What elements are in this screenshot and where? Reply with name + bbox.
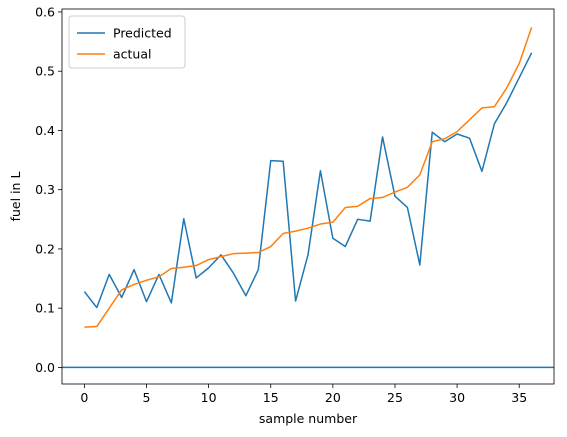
- x-tick-label: 0: [80, 390, 88, 405]
- y-tick-label: 0.4: [35, 123, 55, 138]
- x-tick-label: 5: [143, 390, 151, 405]
- x-tick-label: 25: [387, 390, 403, 405]
- legend-box: [68, 15, 186, 69]
- x-tick-label: 30: [449, 390, 465, 405]
- legend: Predicted actual: [68, 15, 186, 69]
- y-tick-label: 0.6: [35, 4, 55, 19]
- y-axis-label: fuel in L: [8, 172, 23, 222]
- x-tick-label: 20: [325, 390, 341, 405]
- y-tick-label: 0.5: [35, 64, 55, 79]
- axes-frame: [61, 8, 555, 385]
- series-line-actual: [84, 27, 533, 328]
- y-tick-label: 0.2: [35, 241, 55, 256]
- y-tick-label: 0.3: [35, 182, 55, 197]
- legend-label-actual: actual: [113, 47, 152, 62]
- plot-area: [62, 27, 554, 369]
- axes: 0 5 10 15 20 25 30 35 0.0 0.1 0.2 0.3 0.4 0.5 0.6: [35, 4, 555, 405]
- x-tick-label: 35: [511, 390, 527, 405]
- x-axis-label: sample number: [259, 411, 358, 426]
- y-tick-label: 0.0: [35, 360, 55, 375]
- x-tick-label: 10: [201, 390, 217, 405]
- x-tick-label: 15: [263, 390, 279, 405]
- series-line-predicted: [83, 52, 533, 309]
- legend-label-predicted: Predicted: [113, 26, 172, 41]
- y-tick-label: 0.1: [35, 301, 55, 316]
